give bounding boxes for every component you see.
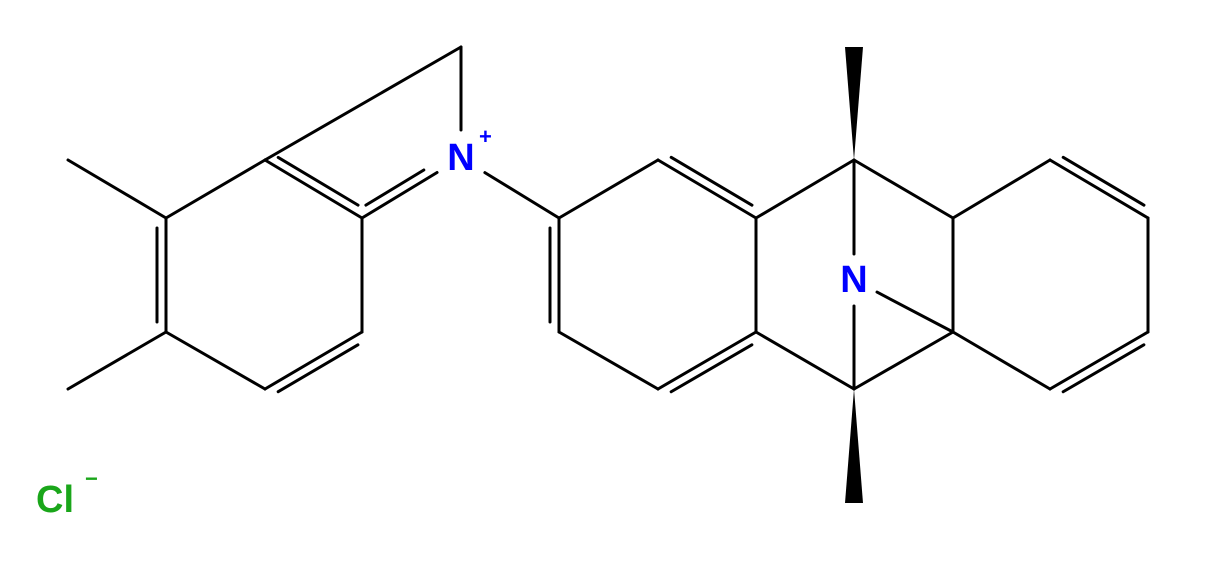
bond-double-a	[265, 332, 362, 389]
bond-double-b	[366, 170, 424, 205]
atom-label-cl: Cl	[36, 479, 74, 521]
bond-double-a	[265, 160, 362, 218]
bond-double-a	[362, 173, 437, 218]
bond-double-a	[1050, 160, 1148, 218]
bond-single	[756, 332, 854, 389]
atom-label-n: N	[840, 259, 867, 301]
bond-wedge	[845, 389, 863, 503]
bond-single	[166, 332, 265, 389]
bond-single	[485, 173, 559, 218]
bond-single	[877, 292, 953, 332]
bond-double-b	[671, 157, 752, 205]
atom-label-n: N	[447, 137, 474, 179]
atom-charge: −	[85, 466, 98, 491]
atom-labels-layer: N+NCl−	[36, 124, 868, 521]
bond-double-b	[1063, 345, 1144, 392]
bond-double-a	[658, 160, 756, 218]
bond-single	[559, 332, 658, 389]
bond-single	[756, 160, 854, 218]
bond-single	[854, 332, 953, 389]
bond-single	[559, 160, 658, 218]
bond-double-b	[278, 157, 358, 205]
bond-double-a	[658, 332, 756, 389]
bond-single	[68, 160, 166, 218]
bond-single	[68, 332, 166, 389]
molecule-diagram: N+NCl−	[0, 0, 1216, 573]
bond-single	[265, 47, 461, 160]
bonds-layer	[68, 47, 1148, 503]
atom-charge: +	[479, 124, 492, 149]
bond-double-b	[671, 345, 752, 392]
bond-single	[953, 332, 1050, 389]
bond-single	[166, 160, 265, 218]
bond-double-a	[1050, 332, 1148, 389]
bond-single	[953, 160, 1050, 218]
bond-double-b	[1063, 157, 1144, 205]
bond-wedge	[845, 47, 863, 160]
bond-single	[854, 160, 953, 218]
bond-double-b	[278, 345, 358, 392]
